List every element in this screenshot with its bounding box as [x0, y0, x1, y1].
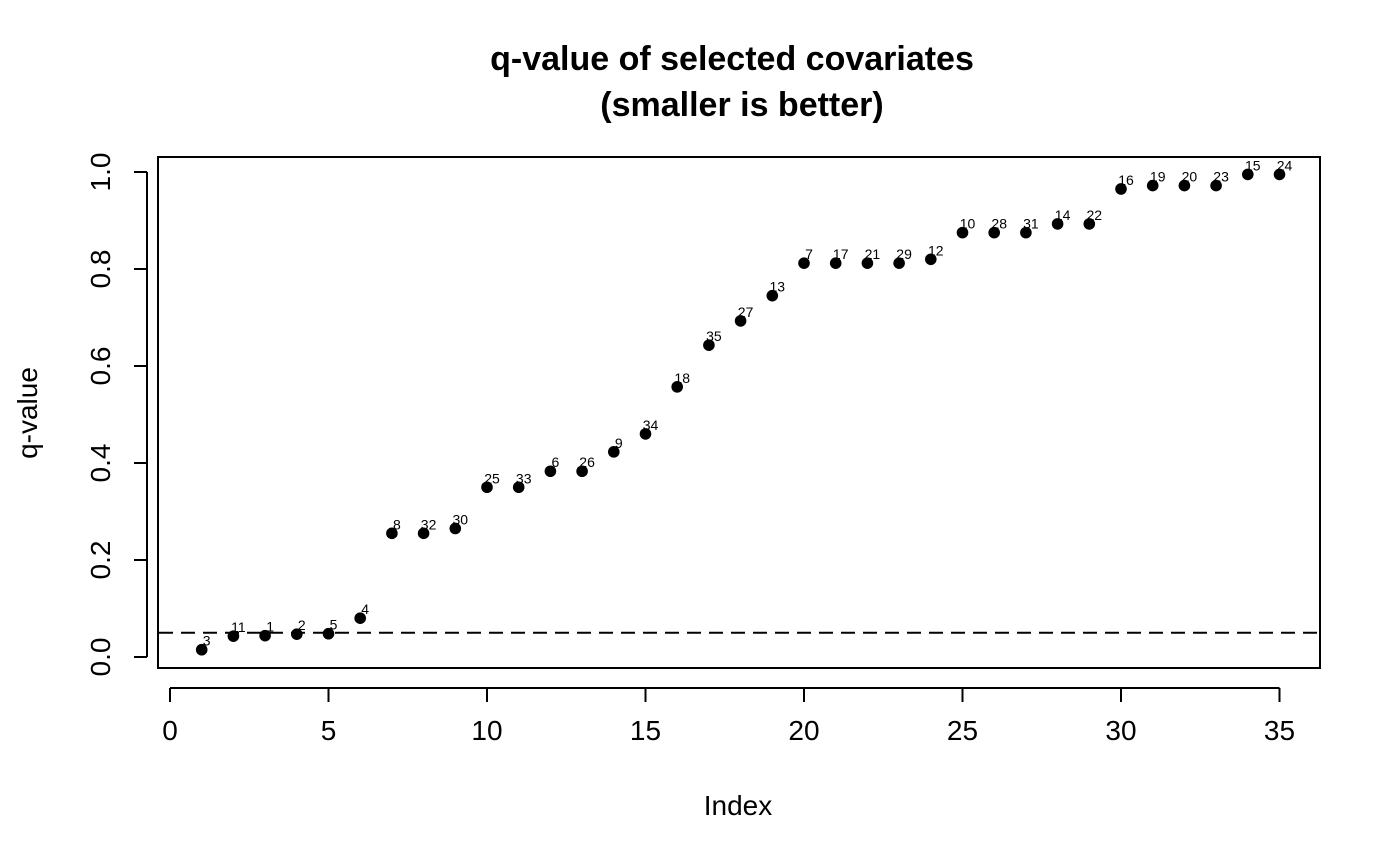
data-point — [354, 612, 367, 624]
data-point — [956, 226, 969, 239]
y-tick-label: 0.2 — [85, 541, 116, 580]
data-point-label: 25 — [484, 470, 500, 486]
data-point-label: 31 — [1023, 216, 1039, 232]
chart-subtitle: (smaller is better) — [600, 86, 883, 124]
data-point-label: 27 — [738, 304, 754, 320]
data-point — [734, 315, 747, 327]
data-point-label: 14 — [1055, 207, 1071, 223]
data-point-label: 1 — [266, 619, 274, 635]
data-point-label: 16 — [1118, 172, 1134, 188]
y-tick-label: 0.0 — [85, 638, 116, 677]
data-point-label: 20 — [1182, 169, 1198, 185]
data-point-label: 22 — [1087, 207, 1103, 223]
y-tick-label: 1.0 — [85, 153, 116, 192]
data-point-label: 29 — [896, 246, 912, 262]
data-point — [481, 481, 493, 494]
data-point — [798, 257, 810, 269]
data-point-label: 12 — [928, 242, 944, 258]
x-tick-label: 30 — [1105, 715, 1136, 746]
data-point — [417, 527, 430, 540]
data-point-label: 13 — [770, 279, 786, 295]
y-tick-label: 0.6 — [85, 347, 116, 386]
data-point — [671, 381, 683, 393]
data-point — [861, 257, 874, 269]
data-point-label: 33 — [516, 470, 532, 486]
data-point — [1178, 179, 1191, 192]
data-point — [1083, 218, 1096, 230]
data-point-label: 15 — [1245, 157, 1261, 173]
x-tick-label: 0 — [162, 715, 178, 746]
data-point — [1051, 218, 1064, 230]
data-point-label: 34 — [643, 417, 659, 433]
y-tick-label: 0.8 — [85, 250, 116, 289]
x-axis-label: Index — [704, 790, 773, 821]
data-point — [1146, 179, 1159, 192]
data-point — [1020, 226, 1032, 239]
chart-title: q-value of selected covariates — [490, 40, 974, 78]
data-point — [544, 465, 557, 478]
data-point-label: 5 — [330, 617, 338, 633]
data-point — [829, 257, 842, 269]
data-point — [512, 481, 525, 494]
points-layer — [195, 168, 1286, 656]
data-point — [449, 522, 462, 535]
data-point-label: 26 — [579, 454, 595, 470]
data-point-label: 10 — [960, 216, 976, 232]
data-point — [925, 253, 937, 266]
data-point — [259, 629, 271, 642]
data-point-label: 9 — [615, 435, 623, 451]
data-point — [988, 226, 1000, 239]
data-point-label: 17 — [833, 246, 849, 262]
x-tick-label: 25 — [947, 715, 978, 746]
x-tick-label: 35 — [1264, 715, 1295, 746]
data-point-label: 21 — [865, 246, 881, 262]
y-axis-label: q-value — [12, 367, 43, 459]
data-point — [576, 465, 588, 478]
data-point — [1115, 183, 1127, 195]
y-axis: 0.0 0.2 0.4 0.6 0.8 1.0 — [85, 153, 148, 677]
x-axis: 0 5 10 15 20 25 30 35 — [162, 687, 1295, 746]
data-point-label: 2 — [298, 617, 306, 633]
data-point — [1242, 168, 1254, 181]
data-point-label: 18 — [674, 370, 690, 386]
x-tick-label: 15 — [630, 715, 661, 746]
data-point-label: 35 — [706, 328, 722, 344]
data-point — [893, 257, 905, 269]
data-point-label: 23 — [1213, 169, 1229, 185]
y-tick-label: 0.4 — [85, 444, 116, 483]
data-point-label: 8 — [393, 516, 401, 532]
data-point-label: 19 — [1150, 169, 1166, 185]
data-point-label: 6 — [552, 454, 560, 470]
data-point — [322, 627, 335, 640]
data-point-label: 30 — [453, 511, 469, 527]
data-point-label: 3 — [203, 633, 211, 649]
data-point-label: 32 — [421, 516, 437, 532]
plot-frame — [157, 156, 1321, 669]
data-point — [639, 428, 652, 440]
data-point — [766, 289, 779, 302]
data-point — [195, 643, 208, 656]
data-point-label: 28 — [991, 216, 1007, 232]
x-tick-label: 10 — [471, 715, 502, 746]
x-tick-label: 20 — [788, 715, 819, 746]
data-point-label: 24 — [1277, 157, 1293, 173]
data-point — [1210, 179, 1222, 192]
data-point — [1273, 168, 1286, 181]
x-tick-label: 5 — [321, 715, 337, 746]
data-point-label: 7 — [805, 246, 813, 262]
data-point — [703, 339, 715, 351]
data-point — [608, 446, 620, 458]
data-point-label: 4 — [361, 601, 369, 617]
data-point-label: 11 — [231, 619, 246, 635]
data-point — [386, 527, 398, 540]
data-point — [227, 630, 240, 642]
data-point — [291, 628, 303, 641]
